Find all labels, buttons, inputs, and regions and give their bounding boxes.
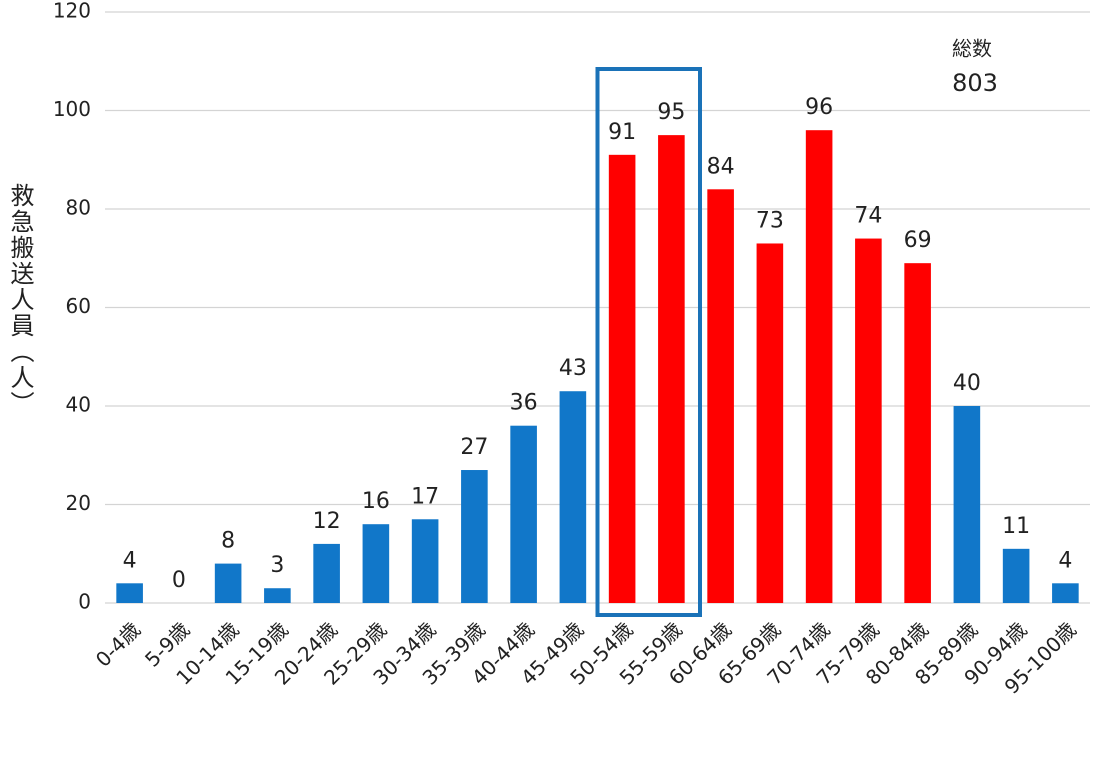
bar — [707, 189, 734, 604]
value-label: 95 — [657, 100, 685, 125]
bar — [510, 425, 537, 603]
value-label: 17 — [411, 484, 439, 509]
value-label: 3 — [270, 553, 284, 578]
y-tick-label: 100 — [53, 97, 91, 121]
bar — [953, 406, 981, 603]
bar — [362, 524, 390, 603]
value-label: 0 — [172, 568, 186, 593]
bar — [1052, 583, 1079, 603]
annotation-value: 803 — [952, 69, 998, 97]
bar — [116, 583, 143, 603]
bar — [608, 154, 636, 603]
x-tick-label: 0-4歳 — [91, 617, 145, 671]
y-tick-label: 20 — [66, 491, 91, 515]
bar — [559, 391, 587, 603]
value-label: 12 — [313, 509, 341, 534]
value-label: 16 — [362, 489, 390, 514]
value-label: 96 — [805, 95, 833, 120]
bar — [1002, 548, 1030, 603]
bar — [313, 543, 340, 603]
value-label: 84 — [707, 154, 735, 179]
bar — [264, 588, 291, 603]
value-label: 27 — [460, 435, 488, 460]
y-tick-label: 0 — [78, 590, 91, 614]
bar — [756, 243, 784, 603]
bar — [214, 563, 242, 603]
value-label: 73 — [756, 208, 784, 233]
value-label: 69 — [904, 228, 932, 253]
bar — [855, 238, 882, 604]
y-tick-label: 60 — [66, 294, 91, 318]
bar — [805, 130, 833, 603]
y-tick-label: 40 — [66, 393, 91, 417]
value-label: 4 — [123, 548, 137, 573]
bar — [658, 135, 685, 603]
annotation-label: 総数 — [952, 37, 992, 61]
y-tick-label: 120 — [53, 0, 91, 23]
value-label: 74 — [854, 204, 882, 229]
bar — [904, 263, 931, 603]
value-label: 8 — [221, 529, 235, 554]
value-label: 4 — [1058, 548, 1072, 573]
value-label: 43 — [559, 356, 587, 381]
value-label: 11 — [1002, 514, 1030, 539]
y-axis-label: 救急搬送人員（人） — [6, 183, 34, 417]
value-label: 40 — [953, 371, 981, 396]
bar — [411, 519, 439, 603]
value-label: 36 — [510, 391, 538, 416]
y-tick-label: 80 — [66, 196, 91, 220]
highlight-box — [595, 67, 702, 617]
value-label: 91 — [608, 120, 636, 145]
bar — [461, 470, 488, 603]
